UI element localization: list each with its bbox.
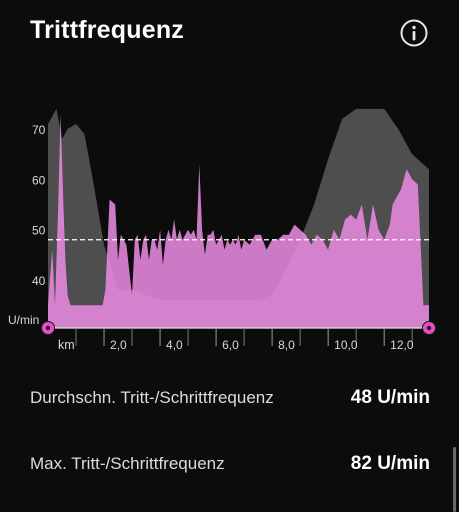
x-tick-label: 12,0 [390, 338, 414, 352]
max-cadence-label: Max. Tritt-/Schrittfrequenz [30, 454, 225, 473]
cadence-chart-svg: 40 50 60 70 U/min km 2,0 4,0 6,0 8,0 10,0 12,0 [8, 108, 436, 352]
y-tick-label: 40 [32, 274, 46, 288]
x-tick-label: 8,0 [278, 338, 295, 352]
marker-center [426, 325, 432, 331]
avg-cadence-row: Durchschn. Tritt-/Schrittfrequenz 48 U/m… [30, 383, 430, 413]
cadence-chart: 40 50 60 70 U/min km 2,0 4,0 6,0 8,0 10,0 12,0 [0, 70, 459, 360]
y-tick-label: 70 [32, 123, 46, 137]
max-cadence-row: Max. Tritt-/Schrittfrequenz 82 U/min [30, 449, 430, 479]
info-button[interactable] [400, 19, 428, 47]
x-tick-label: 10,0 [334, 338, 358, 352]
max-cadence-value: 82 U/min [350, 453, 430, 474]
avg-cadence-value: 48 U/min [350, 387, 430, 408]
marker-center [45, 325, 51, 331]
page-title: Trittfrequenz [30, 16, 184, 44]
x-axis-label: km [58, 338, 75, 352]
x-tick-label: 2,0 [110, 338, 127, 352]
scrollbar[interactable] [453, 447, 456, 512]
x-tick-label: 6,0 [222, 338, 239, 352]
cadence-area [48, 113, 429, 329]
x-tick-label: 4,0 [166, 338, 183, 352]
info-circle-icon [400, 19, 428, 47]
avg-cadence-label: Durchschn. Tritt-/Schrittfrequenz [30, 388, 274, 407]
y-tick-label: 50 [32, 224, 46, 238]
y-axis-label: U/min [8, 313, 39, 327]
y-tick-label: 60 [32, 173, 46, 187]
